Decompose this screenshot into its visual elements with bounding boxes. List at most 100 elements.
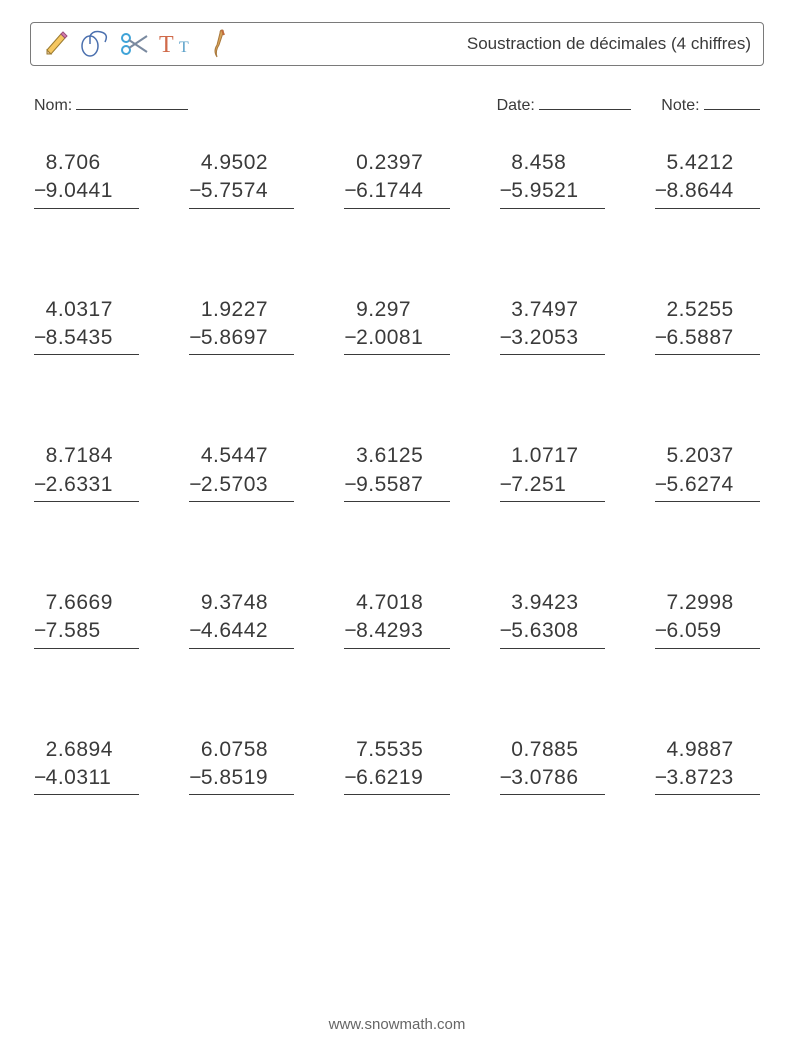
answer-rule xyxy=(344,208,449,236)
operator: − xyxy=(500,177,512,205)
answer-rule xyxy=(344,501,449,529)
operator: − xyxy=(655,471,667,499)
minuend: 9.297 xyxy=(356,296,450,324)
minuend: 3.7497 xyxy=(511,296,605,324)
subtrahend: 4.6442 xyxy=(201,617,295,645)
subtraction-problem: 8.458−5.9521 xyxy=(500,149,605,236)
subtrahend: 8.5435 xyxy=(46,324,140,352)
scissors-icon xyxy=(119,29,149,59)
minuend: 4.5447 xyxy=(201,442,295,470)
answer-rule xyxy=(34,648,139,676)
subtraction-problem: 4.5447−2.5703 xyxy=(189,442,294,529)
info-line: Nom: Date: Note: xyxy=(34,94,760,115)
operator: − xyxy=(344,617,356,645)
answer-rule xyxy=(344,354,449,382)
operator: − xyxy=(344,177,356,205)
answer-rule xyxy=(500,794,605,822)
minuend: 3.9423 xyxy=(511,589,605,617)
answer-rule xyxy=(34,354,139,382)
minuend: 6.0758 xyxy=(201,736,295,764)
toolbar-icons: T T xyxy=(43,29,229,59)
operator: − xyxy=(34,764,46,792)
subtraction-problem: 2.6894−4.0311 xyxy=(34,736,139,823)
minuend: 3.6125 xyxy=(356,442,450,470)
minuend: 1.9227 xyxy=(201,296,295,324)
subtraction-problem: 7.5535−6.6219 xyxy=(344,736,449,823)
answer-rule xyxy=(344,648,449,676)
answer-rule xyxy=(500,208,605,236)
subtrahend: 6.1744 xyxy=(356,177,450,205)
subtrahend: 3.2053 xyxy=(511,324,605,352)
answer-rule xyxy=(655,501,760,529)
name-label: Nom: xyxy=(34,97,72,115)
answer-rule xyxy=(34,208,139,236)
minuend: 8.458 xyxy=(511,149,605,177)
answer-rule xyxy=(189,794,294,822)
date-underline xyxy=(539,94,631,110)
answer-rule xyxy=(189,501,294,529)
pencil-icon xyxy=(43,30,69,58)
operator: − xyxy=(34,471,46,499)
operator: − xyxy=(34,324,46,352)
subtraction-problem: 1.0717−7.251 xyxy=(500,442,605,529)
minuend: 4.9502 xyxy=(201,149,295,177)
answer-rule xyxy=(500,354,605,382)
subtrahend: 9.0441 xyxy=(46,177,140,205)
subtrahend: 8.8644 xyxy=(666,177,760,205)
operator: − xyxy=(189,471,201,499)
answer-rule xyxy=(344,794,449,822)
subtrahend: 6.059 xyxy=(666,617,760,645)
subtraction-problem: 1.9227−5.8697 xyxy=(189,296,294,383)
minuend: 5.2037 xyxy=(666,442,760,470)
operator: − xyxy=(344,471,356,499)
answer-rule xyxy=(655,354,760,382)
operator: − xyxy=(34,177,46,205)
subtrahend: 4.0311 xyxy=(46,764,140,792)
subtrahend: 2.0081 xyxy=(356,324,450,352)
minuend: 4.9887 xyxy=(666,736,760,764)
minuend: 7.6669 xyxy=(46,589,140,617)
operator: − xyxy=(500,617,512,645)
date-label: Date: xyxy=(497,97,535,114)
answer-rule xyxy=(189,354,294,382)
mouse-icon xyxy=(79,30,109,58)
operator: − xyxy=(34,617,46,645)
operator: − xyxy=(655,324,667,352)
minuend: 0.7885 xyxy=(511,736,605,764)
subtraction-problem: 4.9887−3.8723 xyxy=(655,736,760,823)
subtrahend: 6.5887 xyxy=(666,324,760,352)
operator: − xyxy=(189,324,201,352)
operator: − xyxy=(655,764,667,792)
minuend: 9.3748 xyxy=(201,589,295,617)
subtraction-problem: 8.7184−2.6331 xyxy=(34,442,139,529)
operator: − xyxy=(500,764,512,792)
answer-rule xyxy=(500,648,605,676)
minuend: 2.6894 xyxy=(46,736,140,764)
note-underline xyxy=(704,94,760,110)
minuend: 4.0317 xyxy=(46,296,140,324)
minuend: 8.706 xyxy=(46,149,140,177)
subtrahend: 5.8697 xyxy=(201,324,295,352)
subtrahend: 3.0786 xyxy=(511,764,605,792)
svg-text:T: T xyxy=(179,39,189,56)
subtrahend: 6.6219 xyxy=(356,764,450,792)
subtraction-problem: 3.9423−5.6308 xyxy=(500,589,605,676)
subtraction-problem: 0.7885−3.0786 xyxy=(500,736,605,823)
minuend: 0.2397 xyxy=(356,149,450,177)
answer-rule xyxy=(189,648,294,676)
subtrahend: 5.6308 xyxy=(511,617,605,645)
subtrahend: 3.8723 xyxy=(666,764,760,792)
subtraction-problem: 3.6125−9.5587 xyxy=(344,442,449,529)
minuend: 4.7018 xyxy=(356,589,450,617)
subtrahend: 5.8519 xyxy=(201,764,295,792)
subtraction-problem: 7.2998−6.059 xyxy=(655,589,760,676)
header-bar: T T Soustraction de décimales (4 chiffre… xyxy=(30,22,764,66)
operator: − xyxy=(189,617,201,645)
minuend: 5.4212 xyxy=(666,149,760,177)
subtraction-problem: 2.5255−6.5887 xyxy=(655,296,760,383)
footer-text: www.snowmath.com xyxy=(0,1016,794,1033)
operator: − xyxy=(189,177,201,205)
subtraction-problem: 5.2037−5.6274 xyxy=(655,442,760,529)
subtraction-problem: 7.6669−7.585 xyxy=(34,589,139,676)
operator: − xyxy=(344,764,356,792)
